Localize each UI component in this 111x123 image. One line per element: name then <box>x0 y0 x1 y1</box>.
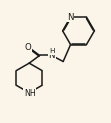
Text: N: N <box>67 13 74 22</box>
Text: NH: NH <box>24 89 36 98</box>
Text: O: O <box>24 43 31 52</box>
Text: N: N <box>48 51 55 60</box>
Text: H: H <box>49 48 54 54</box>
